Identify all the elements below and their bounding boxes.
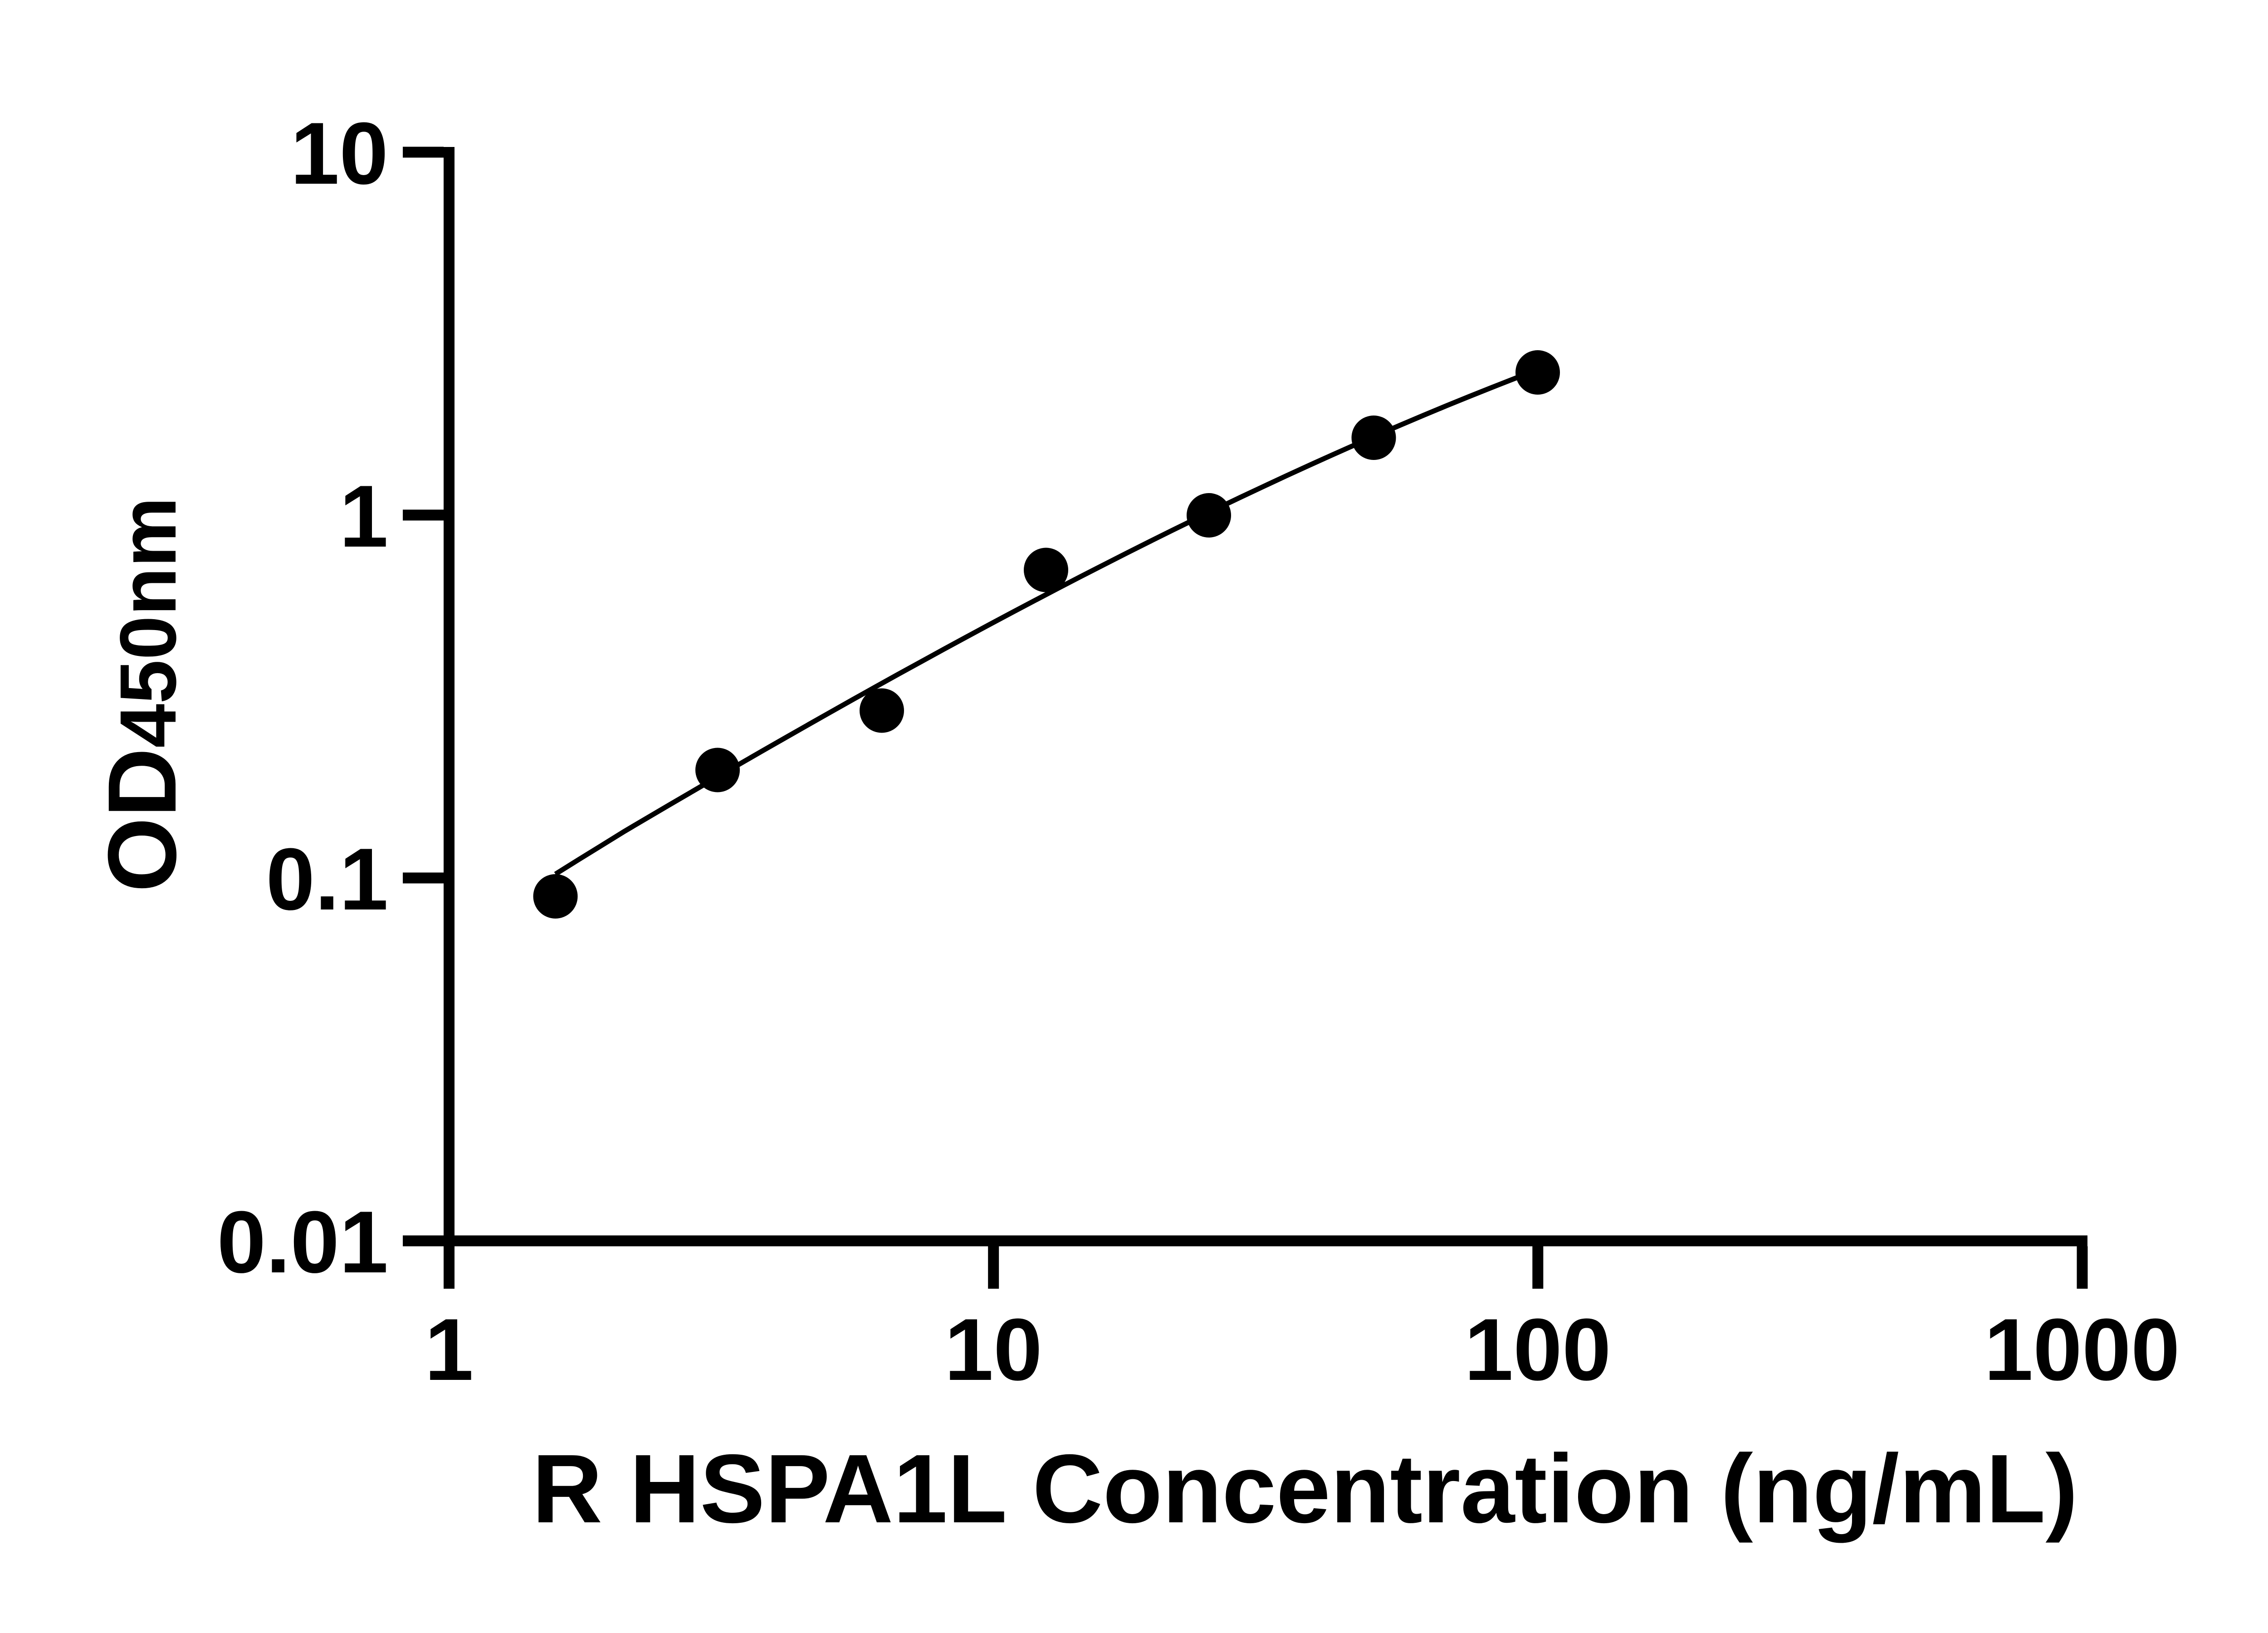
svg-text:OD450nm: OD450nm	[88, 497, 196, 892]
svg-text:100: 100	[1464, 1301, 1611, 1399]
svg-text:1: 1	[425, 1301, 474, 1399]
svg-text:0.01: 0.01	[217, 1193, 388, 1291]
svg-text:10: 10	[944, 1301, 1042, 1399]
svg-text:10: 10	[290, 104, 388, 203]
svg-text:0.1: 0.1	[266, 830, 388, 929]
svg-text:1000: 1000	[1984, 1301, 2180, 1399]
svg-text:R HSPA1L Concentration (ng/mL): R HSPA1L Concentration (ng/mL)	[532, 1434, 2078, 1543]
svg-text:1: 1	[339, 467, 388, 566]
